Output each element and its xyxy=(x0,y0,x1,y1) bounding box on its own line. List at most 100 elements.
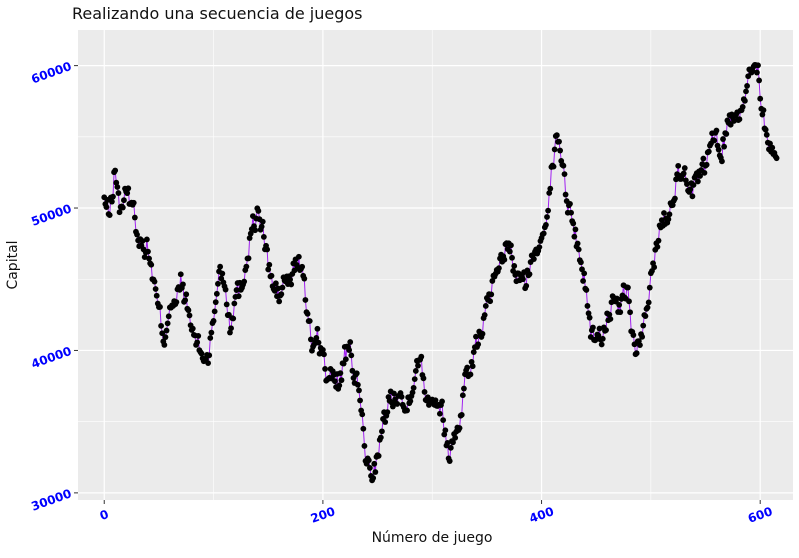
data-point xyxy=(523,282,530,289)
data-point xyxy=(195,332,202,339)
data-point xyxy=(567,200,573,207)
data-point xyxy=(570,220,577,227)
data-point xyxy=(115,190,122,196)
x-tick-label: 0 xyxy=(98,507,111,523)
data-point xyxy=(365,457,372,464)
data-point xyxy=(219,270,226,277)
data-point xyxy=(700,155,707,162)
data-point xyxy=(763,131,770,138)
data-point xyxy=(207,335,214,341)
data-point xyxy=(568,209,574,216)
data-point xyxy=(603,327,609,334)
data-point xyxy=(360,425,367,432)
data-point xyxy=(340,360,347,367)
data-point xyxy=(436,410,443,417)
data-point xyxy=(391,390,397,397)
data-point xyxy=(562,191,569,198)
data-point xyxy=(536,244,543,251)
data-point xyxy=(759,111,766,118)
data-point xyxy=(633,350,640,357)
data-point xyxy=(727,121,734,128)
data-point xyxy=(651,264,658,271)
data-point xyxy=(185,307,192,314)
data-point xyxy=(180,281,186,288)
data-point xyxy=(183,291,190,298)
data-point xyxy=(158,322,164,329)
data-point xyxy=(134,231,140,238)
data-point xyxy=(210,318,217,324)
plot-panel xyxy=(78,30,793,500)
x-tick-label: 600 xyxy=(746,504,774,526)
data-point xyxy=(721,143,728,150)
data-point xyxy=(488,291,495,298)
data-point xyxy=(444,439,451,446)
data-point xyxy=(359,411,366,418)
data-point xyxy=(157,304,163,310)
data-point xyxy=(235,293,242,300)
data-point xyxy=(639,333,646,340)
data-point xyxy=(666,211,673,218)
data-point xyxy=(543,222,549,228)
data-point xyxy=(616,301,623,308)
data-point xyxy=(409,389,416,396)
data-point xyxy=(773,155,780,162)
data-point xyxy=(418,353,425,360)
data-point xyxy=(231,300,238,307)
data-point xyxy=(626,298,632,305)
data-point xyxy=(173,299,180,305)
data-point xyxy=(259,218,266,225)
data-point xyxy=(744,83,750,89)
data-point xyxy=(584,303,591,309)
data-point xyxy=(654,243,661,250)
data-point xyxy=(246,235,253,241)
data-point xyxy=(598,341,605,348)
data-point xyxy=(103,204,110,211)
data-point xyxy=(349,367,356,374)
data-point xyxy=(130,199,137,206)
data-point xyxy=(561,171,568,178)
y-tick-label: 60000 xyxy=(29,59,73,86)
data-point xyxy=(461,385,467,392)
data-point xyxy=(571,233,578,240)
data-point xyxy=(736,116,743,123)
data-point xyxy=(243,263,250,270)
data-point xyxy=(152,286,159,292)
data-point xyxy=(627,309,633,316)
data-point xyxy=(545,207,552,214)
data-point xyxy=(583,287,590,293)
data-point xyxy=(315,339,322,346)
data-point xyxy=(264,246,271,253)
data-point xyxy=(585,310,592,317)
data-point xyxy=(275,285,281,292)
y-tick-label: 40000 xyxy=(29,344,73,371)
data-point xyxy=(212,299,219,306)
data-point xyxy=(617,309,624,316)
data-point xyxy=(410,384,417,391)
data-point xyxy=(590,324,596,331)
data-point xyxy=(356,387,362,394)
data-point xyxy=(440,417,447,423)
data-point xyxy=(265,266,272,273)
data-point xyxy=(121,197,127,204)
data-point xyxy=(684,181,690,188)
x-axis-title: Número de juego xyxy=(372,530,493,546)
data-point xyxy=(313,335,320,341)
data-point xyxy=(119,204,126,211)
data-point xyxy=(762,126,769,133)
data-point xyxy=(479,330,486,337)
data-point xyxy=(370,475,377,481)
data-point xyxy=(346,347,353,353)
data-point xyxy=(159,330,166,337)
y-axis: 30000 40000 50000 60000 xyxy=(29,59,78,514)
data-point xyxy=(574,240,581,247)
data-point xyxy=(215,280,221,287)
data-point xyxy=(278,291,285,298)
data-point xyxy=(230,315,237,322)
data-point xyxy=(332,378,338,385)
data-point xyxy=(645,299,652,306)
data-point xyxy=(208,329,215,336)
data-point xyxy=(711,137,718,144)
data-point xyxy=(206,352,213,359)
data-point xyxy=(705,148,712,155)
